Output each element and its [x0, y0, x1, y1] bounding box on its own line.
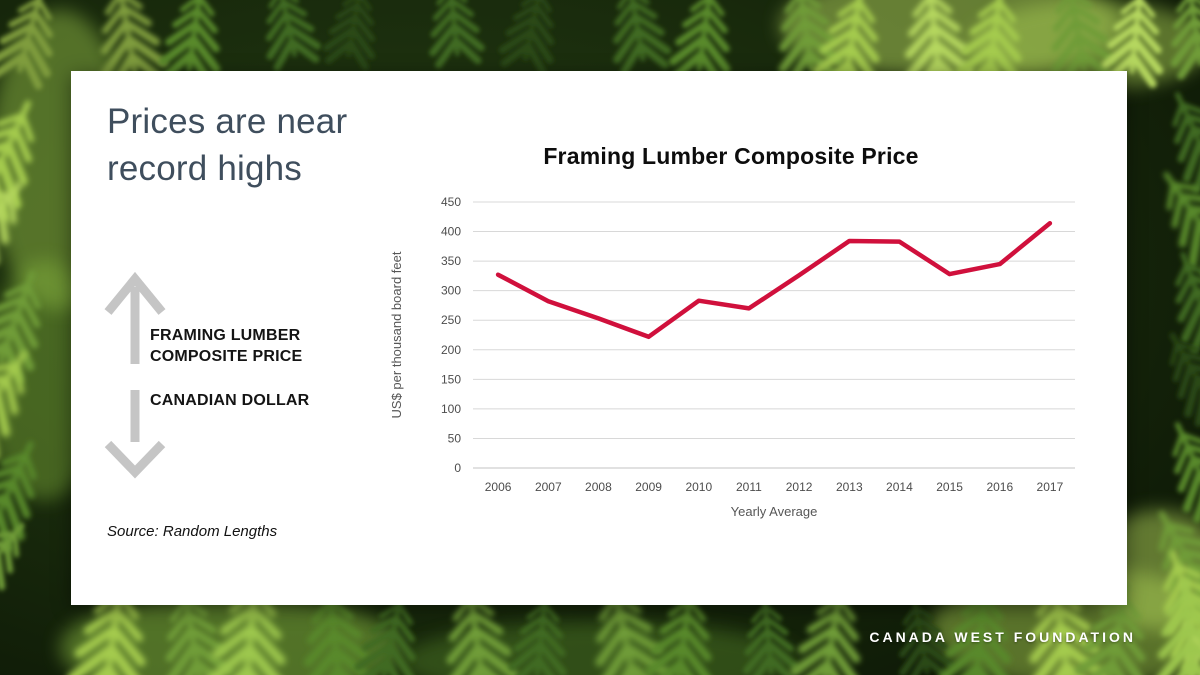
svg-text:300: 300 — [441, 284, 461, 298]
svg-text:450: 450 — [441, 195, 461, 209]
svg-text:2015: 2015 — [936, 480, 963, 494]
svg-text:250: 250 — [441, 313, 461, 327]
svg-text:2007: 2007 — [535, 480, 562, 494]
svg-text:2006: 2006 — [485, 480, 512, 494]
svg-text:150: 150 — [441, 372, 461, 386]
legend-label-framing-lumber: FRAMING LUMBER COMPOSITE PRICE — [150, 327, 303, 365]
svg-text:200: 200 — [441, 343, 461, 357]
arrow-legend-graphic — [104, 271, 166, 479]
lumber-chart-plot: 0 50 100 150 200 250 300 350 400 450 2006 2007 2008 2… — [389, 195, 1075, 519]
svg-text:50: 50 — [448, 431, 462, 445]
slide-card: Prices are near record highs FRAMING LUM… — [71, 71, 1127, 605]
svg-text:2014: 2014 — [886, 480, 913, 494]
svg-text:2016: 2016 — [986, 480, 1013, 494]
svg-text:Yearly Average: Yearly Average — [731, 504, 818, 519]
svg-text:US$ per thousand board feet: US$ per thousand board feet — [389, 251, 404, 418]
svg-text:2017: 2017 — [1037, 480, 1064, 494]
svg-text:100: 100 — [441, 402, 461, 416]
svg-text:2010: 2010 — [685, 480, 712, 494]
up-arrow-icon — [104, 271, 166, 364]
svg-text:0: 0 — [454, 461, 461, 475]
down-arrow-icon — [104, 390, 166, 479]
svg-text:2009: 2009 — [635, 480, 662, 494]
svg-text:400: 400 — [441, 225, 461, 239]
svg-text:2011: 2011 — [736, 480, 762, 494]
chart-title: Framing Lumber Composite Price — [543, 143, 919, 169]
organization-logo-text: CANADA WEST FOUNDATION — [869, 629, 1136, 645]
svg-text:2013: 2013 — [836, 480, 863, 494]
svg-text:350: 350 — [441, 254, 461, 268]
source-note: Source: Random Lengths — [107, 523, 278, 540]
legend-label-canadian-dollar: CANADIAN DOLLAR — [150, 392, 310, 409]
svg-text:2008: 2008 — [585, 480, 612, 494]
svg-text:2012: 2012 — [786, 480, 813, 494]
slide-headline: Prices are near record highs — [107, 102, 348, 188]
